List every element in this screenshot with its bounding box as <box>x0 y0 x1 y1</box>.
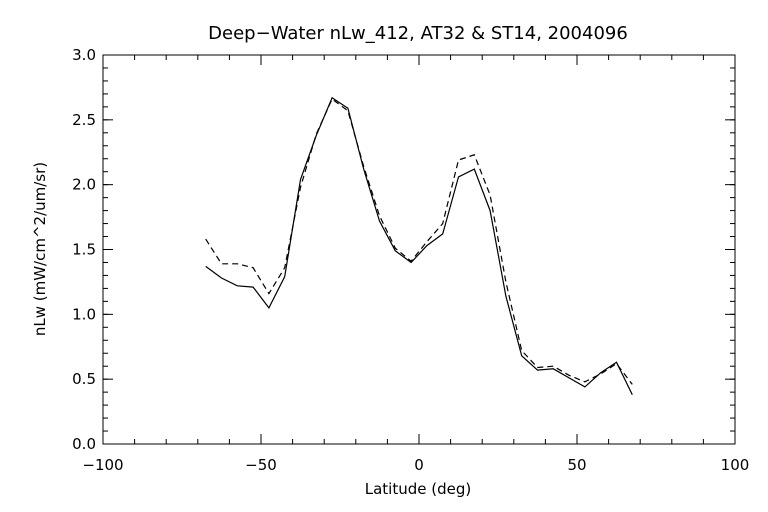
x-tick-label: 0 <box>414 456 424 474</box>
series-line-dashed <box>205 98 633 385</box>
y-axis: 0.0 0.5 1.0 1.5 2.0 2.5 3.0 <box>72 46 735 453</box>
series-lines <box>205 96 633 395</box>
x-tick-label: −50 <box>245 456 277 474</box>
y-tick-label: 0.5 <box>72 370 96 388</box>
series-line-solid <box>205 96 633 395</box>
chart-title: Deep−Water nLw_412, AT32 & ST14, 2004096 <box>208 23 628 44</box>
y-tick-label: 2.0 <box>72 176 96 194</box>
x-axis: −100 −50 0 50 100 <box>82 55 749 474</box>
x-tick-label: 50 <box>567 456 586 474</box>
x-axis-label: Latitude (deg) <box>365 480 471 498</box>
plot-frame <box>102 54 736 445</box>
y-tick-label: 2.5 <box>72 111 96 129</box>
x-tick-label: −100 <box>82 456 123 474</box>
y-tick-label: 3.0 <box>72 46 96 64</box>
y-tick-label: 1.0 <box>72 305 96 323</box>
y-tick-label: 1.5 <box>72 241 96 259</box>
y-tick-label: 0.0 <box>72 435 96 453</box>
x-tick-label: 100 <box>721 456 750 474</box>
y-axis-label: nLw (mW/cm^2/um/sr) <box>31 162 49 336</box>
